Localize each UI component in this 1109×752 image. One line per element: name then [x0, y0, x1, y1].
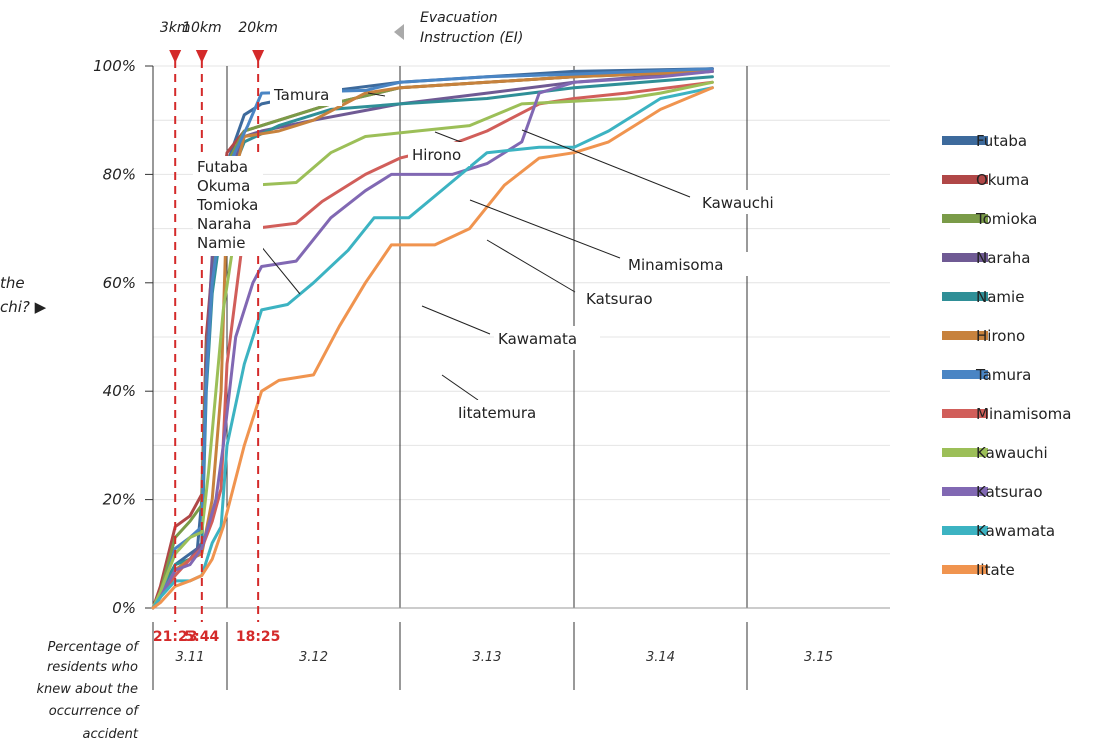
legend-label: Okuma — [976, 171, 1029, 189]
y-tick-label: 20% — [103, 491, 136, 509]
legend-swatch — [942, 526, 988, 535]
legend: Futaba Okuma Tomioka Naraha Namie Hirono Tamur… — [942, 132, 1071, 579]
series-line-minamisoma — [151, 80, 714, 610]
y-title-line5: accident — [83, 727, 139, 742]
side-text-line1: the — [0, 274, 25, 292]
legend-label: Futaba — [976, 132, 1027, 150]
evacuation-time-label: 21:23 — [153, 629, 198, 645]
legend-swatch — [942, 175, 988, 184]
callout-iitatemura: Iitatemura — [458, 404, 536, 422]
legend-label: Tamura — [975, 366, 1031, 384]
evacuation-distance-label: 10km — [182, 20, 222, 36]
series-line-katsurao — [151, 69, 714, 610]
legend-swatch — [942, 214, 988, 223]
legend-swatch — [942, 487, 988, 496]
legend-label: Iitate — [976, 561, 1015, 579]
group-callout-namie: Namie — [197, 234, 245, 252]
axes — [152, 66, 890, 609]
evacuation-distance-label: 20km — [238, 20, 278, 36]
callout-kawauchi: Kawauchi — [702, 194, 774, 212]
legend-swatch — [942, 253, 988, 262]
callout-katsurao: Katsurao — [586, 290, 653, 308]
evacuation-time-label: 5:44 — [184, 629, 219, 645]
callout-kawamata: Kawamata — [498, 330, 577, 348]
legend-swatch — [942, 565, 988, 574]
y-title-line2: residents who — [47, 660, 138, 675]
evacuation-markers: 3km 21:23 10km 5:44 20km 18:25 — [153, 20, 281, 645]
legend-swatch — [942, 136, 988, 145]
series-line-iitate — [151, 86, 714, 610]
side-text: the chi? ▶ — [0, 274, 47, 316]
series-line-kawauchi — [151, 80, 714, 610]
legend-swatch — [942, 409, 988, 418]
y-title-line3: knew about the — [36, 682, 138, 697]
group-callout-naraha: Naraha — [197, 215, 251, 233]
legend-label: Kawauchi — [976, 444, 1048, 462]
evacuation-label-line2: Instruction (EI) — [420, 30, 523, 46]
legend-label: Kawamata — [976, 522, 1055, 540]
x-axis-day-labels: 3.11 3.12 3.13 3.14 3.15 — [176, 650, 833, 665]
legend-label: Katsurao — [976, 483, 1043, 501]
evacuation-label: Evacuation Instruction (EI) — [394, 10, 523, 46]
y-tick-label: 40% — [103, 382, 136, 400]
y-axis-ticks: 0% 20% 40% 60% 80% 100% — [93, 57, 153, 617]
legend-label: Tomioka — [975, 210, 1037, 228]
y-title-line1: Percentage of — [47, 640, 140, 655]
evacuation-label-line1: Evacuation — [420, 10, 498, 26]
legend-label: Hirono — [976, 327, 1025, 345]
group-callout-tomioka: Tomioka — [196, 196, 258, 214]
callout-tamura: Tamura — [273, 86, 329, 104]
y-tick-label: 100% — [93, 57, 136, 75]
day-label: 3.15 — [804, 650, 833, 665]
day-label: 3.13 — [473, 650, 502, 665]
legend-swatch — [942, 370, 988, 379]
callouts: Tamura Hirono Kawauchi Minamisoma Katsur… — [193, 82, 794, 424]
triangle-down-icon — [195, 50, 208, 63]
legend-swatch — [942, 292, 988, 301]
day-label: 3.12 — [299, 650, 328, 665]
legend-label: Minamisoma — [976, 405, 1071, 423]
group-callout-futaba: Futaba — [197, 158, 248, 176]
callout-minamisoma: Minamisoma — [628, 256, 723, 274]
legend-swatch — [942, 331, 988, 340]
y-title-line4: occurrence of — [49, 704, 141, 719]
side-text-line2: chi? ▶ — [0, 298, 47, 316]
day-label: 3.11 — [176, 650, 205, 665]
y-tick-label: 0% — [112, 599, 136, 617]
day-label: 3.14 — [646, 650, 675, 665]
legend-label: Namie — [976, 288, 1024, 306]
triangle-down-icon — [252, 50, 265, 63]
triangle-left-icon — [394, 24, 404, 40]
callout-hirono: Hirono — [412, 146, 461, 164]
callout-leaders — [255, 92, 691, 401]
group-callout-okuma: Okuma — [197, 177, 250, 195]
y-tick-label: 80% — [103, 165, 136, 183]
triangle-down-icon — [169, 50, 182, 63]
legend-label: Naraha — [976, 249, 1030, 267]
y-tick-label: 60% — [103, 274, 136, 292]
evacuation-distance-label: 3km — [160, 20, 191, 36]
legend-swatch — [942, 448, 988, 457]
y-axis-title: Percentage of residents who knew about t… — [36, 640, 140, 742]
gridlines — [152, 65, 890, 690]
evacuation-time-label: 18:25 — [236, 629, 281, 645]
